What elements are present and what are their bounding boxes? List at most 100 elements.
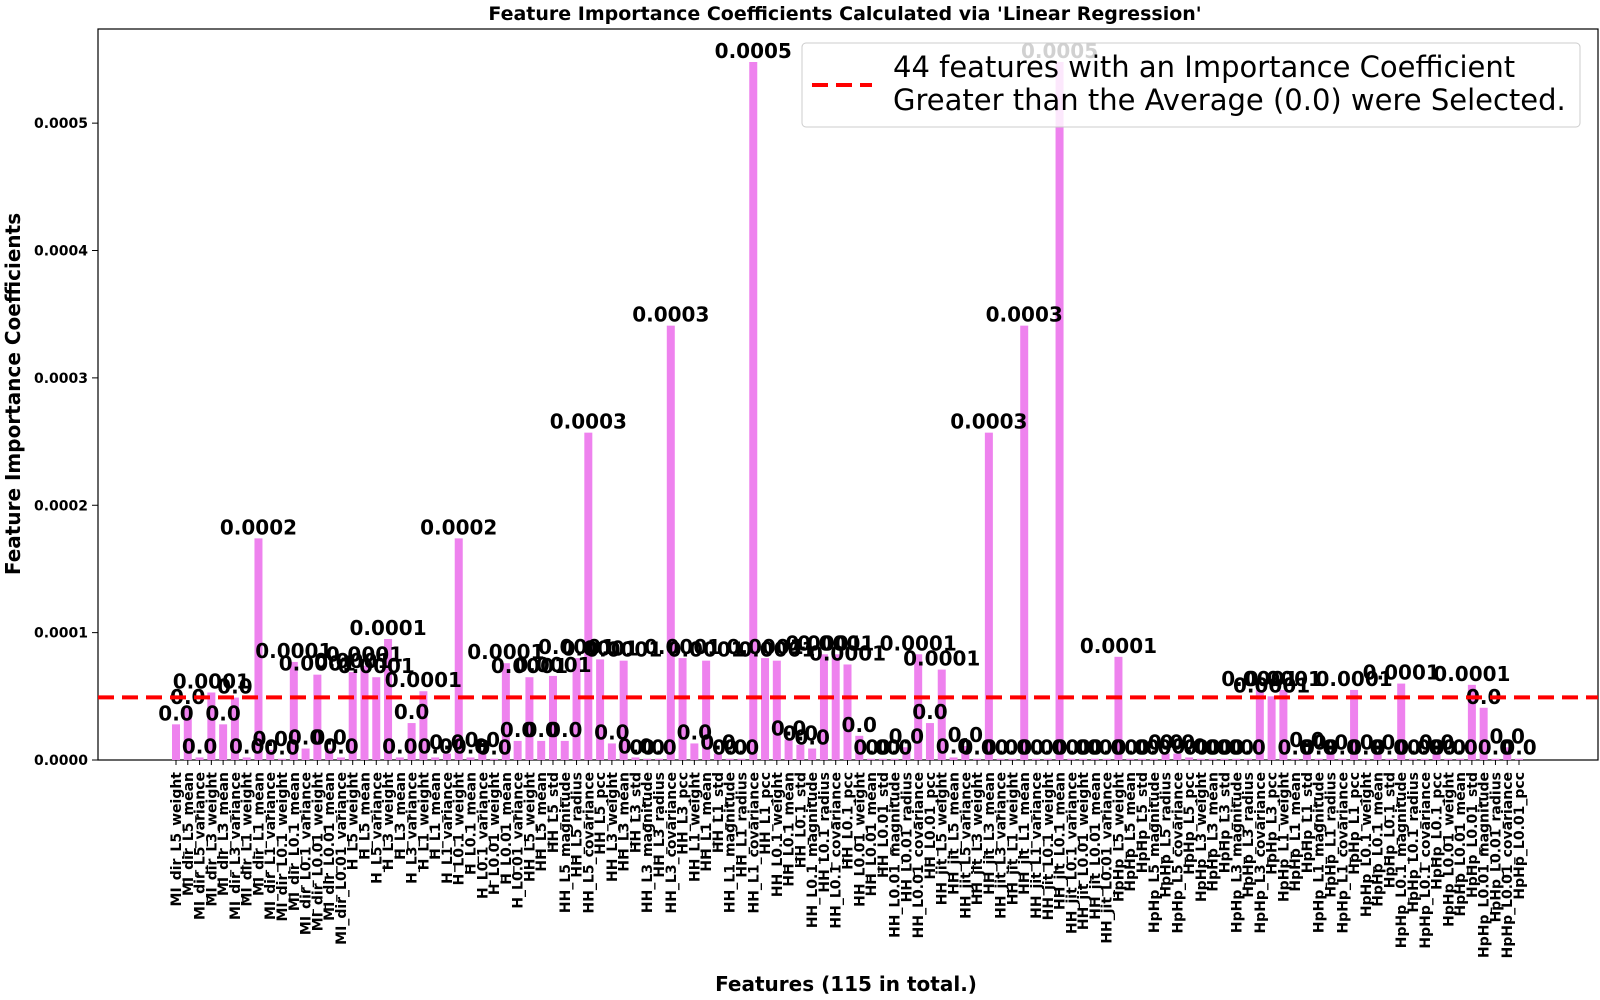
bar — [1503, 747, 1512, 760]
bar-value-label: 0.0 — [1077, 736, 1112, 760]
bar — [183, 707, 192, 760]
bar-value-label: 0.0001 — [880, 631, 957, 655]
bar-value-label: 0.0001 — [514, 653, 591, 677]
x-tick-label: HH_L5_weight — [522, 772, 538, 882]
bar-value-label: 0.0 — [1219, 736, 1254, 760]
x-tick-label: HH_L5_covariance — [581, 772, 597, 914]
bar-value-label: 0.0001 — [467, 640, 544, 664]
bar-value-label: 0.0 — [1207, 736, 1242, 760]
bar — [172, 724, 180, 760]
x-tick-label: HpHp_L1_covariance — [1335, 772, 1351, 934]
bar-value-label: 0.0 — [995, 736, 1030, 760]
x-tick-label: HH_jit_L0.01_mean — [1088, 772, 1104, 920]
bar — [1491, 758, 1500, 760]
bar — [431, 757, 440, 760]
bar — [1467, 684, 1476, 760]
bar-value-label: 0.0001 — [785, 631, 862, 655]
bar-value-label: 0.0 — [1089, 736, 1124, 760]
bar — [372, 677, 381, 760]
bar-value-label: 0.0 — [641, 736, 676, 760]
bar-value-label: 0.0 — [1136, 736, 1171, 760]
bar — [749, 62, 758, 760]
bar-value-label: 0.0 — [724, 736, 759, 760]
x-tick-label: HH_L0.1_pcc — [841, 772, 857, 870]
x-tick-label: HH_jit_L0.01_weight — [1076, 772, 1092, 930]
x-tick-label: HH_jit_L5_weight — [935, 772, 951, 906]
bar-value-label: 0.0 — [217, 675, 252, 699]
bar-value-label: 0.0 — [1360, 731, 1395, 755]
bar-value-label: 0.0 — [1195, 736, 1230, 760]
bar-value-label: 0.0 — [1325, 736, 1360, 760]
x-tick-label: HH_L0.1_std — [793, 772, 809, 868]
bar-value-label: 0.0 — [394, 700, 429, 724]
bar — [584, 432, 593, 760]
bar — [360, 665, 369, 760]
bar — [1043, 758, 1052, 760]
bar-value-label: 0.0 — [182, 734, 217, 758]
bar — [1067, 758, 1076, 760]
bar-value-label: 0.0 — [889, 724, 924, 748]
bar-value-label: 0.0 — [1289, 728, 1324, 752]
y-tick-label: 0.0003 — [34, 371, 88, 387]
bar-value-label: 0.0 — [1030, 736, 1065, 760]
bar-value-label: 0.0002 — [420, 515, 497, 539]
bar-value-label: 0.0 — [1395, 736, 1430, 760]
bar-value-label: 0.0 — [842, 713, 877, 737]
bar-value-label: 0.0001 — [279, 652, 356, 676]
x-tick-label: HH_jit_L1_weight — [1005, 772, 1021, 906]
x-axis-title: Features (115 in total.) — [715, 972, 977, 996]
x-tick-label: HH_L0.1_magnitude — [805, 772, 821, 928]
bar — [867, 758, 876, 760]
bar-value-label: 0.0 — [1478, 736, 1513, 760]
x-tick-label: HpHp_L5_radius — [1159, 772, 1175, 898]
x-tick-label: HpHp_L1_pcc — [1347, 772, 1363, 875]
bar — [1161, 753, 1170, 760]
x-tick-label: HpHp_L0.01_magnitude — [1477, 772, 1493, 958]
bar-value-label: 0.0 — [547, 718, 582, 742]
y-tick-label: 0.0005 — [34, 116, 88, 132]
x-tick-label: HpHp_L0.1_radius — [1406, 772, 1422, 913]
x-tick-label: H_L0.01_mean — [499, 772, 515, 885]
x-tick-label: HH_jit_L0.01_variance — [1100, 772, 1116, 944]
bar-value-label: 0.0001 — [173, 669, 250, 693]
bar — [1255, 689, 1264, 760]
bar-value-label: 0.0 — [1183, 736, 1218, 760]
bar — [537, 740, 546, 760]
bar-value-label: 0.0001 — [1433, 662, 1510, 686]
bar — [1232, 758, 1241, 760]
x-tick-label: HpHp_L5_std — [1135, 772, 1151, 873]
bar-value-label: 0.0 — [382, 734, 417, 758]
bar-value-label: 0.0001 — [585, 638, 662, 662]
bar-value-label: 0.0 — [453, 734, 488, 758]
bar — [819, 654, 828, 760]
x-tick-label: HH_L0.1_radius — [817, 772, 833, 893]
bar-value-label: 0.0 — [253, 727, 288, 751]
bar — [1279, 689, 1288, 760]
legend-box — [801, 42, 1581, 128]
bar-value-label: 0.0 — [1065, 736, 1100, 760]
bar — [313, 674, 322, 760]
bar-value-label: 0.0 — [1230, 736, 1265, 760]
bar-value-label: 0.0001 — [491, 654, 568, 678]
bar — [690, 743, 699, 760]
bar — [961, 745, 970, 760]
x-tick-label: MI_dir_L0.01_variance — [334, 772, 350, 945]
bar — [1302, 751, 1311, 760]
x-tick-label: HpHp_L0.01_covariance — [1500, 772, 1516, 958]
bar — [419, 691, 428, 760]
bar-value-label: 0.0 — [311, 726, 346, 750]
bar-value-label: 0.0 — [1501, 736, 1536, 760]
bar-value-label: 0.0003 — [986, 303, 1063, 327]
x-tick-label: H_L0.01_weight — [487, 772, 503, 895]
x-tick-label: HH_L3_weight — [605, 772, 621, 882]
x-tick-label: HpHp_L0.1_covariance — [1418, 772, 1434, 949]
x-tick-label: HH_jit_L0.1_variance — [1064, 772, 1080, 934]
bar-value-label: 0.0 — [476, 736, 511, 760]
x-tick-label: HpHp_L0.01_radius — [1488, 772, 1504, 922]
x-tick-label: H_L5_mean — [357, 772, 373, 860]
legend-label: 44 features with an Importance Coefficie… — [893, 50, 1566, 117]
bar — [1291, 758, 1300, 760]
x-tick-label: HpHp_L0.01_pcc — [1512, 772, 1528, 900]
bar — [761, 658, 770, 760]
chart-title: Feature Importance Coefficients Calculat… — [488, 3, 1201, 25]
